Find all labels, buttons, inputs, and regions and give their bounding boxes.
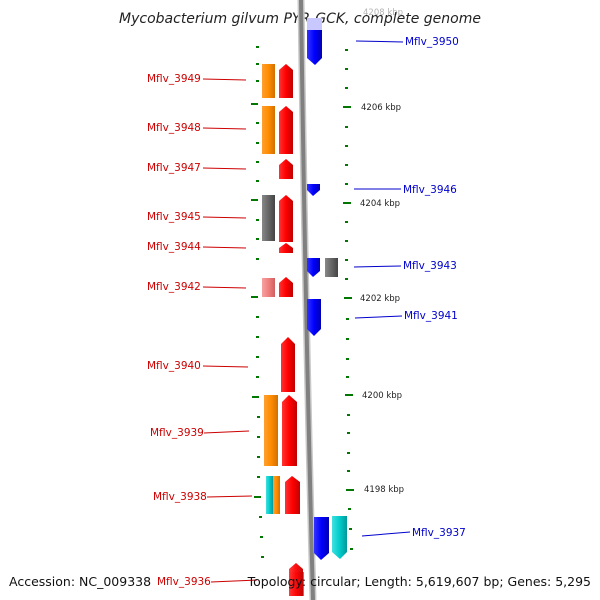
topology-text: Topology: circular; Length: 5,619,607 bp… bbox=[247, 574, 591, 589]
scale-label-4206: 4206 kbp bbox=[361, 103, 401, 113]
gene-label-Mflv_3943[interactable]: Mflv_3943 bbox=[403, 260, 457, 272]
forward-gene-arrow bbox=[279, 64, 293, 98]
reverse-gene-arrow bbox=[307, 299, 321, 336]
gene-label-Mflv_3942[interactable]: Mflv_3942 bbox=[147, 281, 201, 293]
forward-gene-arrow bbox=[279, 159, 293, 179]
feature-box-cyan bbox=[266, 476, 273, 514]
gene-label-Mflv_3949[interactable]: Mflv_3949 bbox=[147, 73, 201, 85]
gene-label-Mflv_3940[interactable]: Mflv_3940 bbox=[147, 360, 201, 372]
gene-label-Mflv_3950[interactable]: Mflv_3950 bbox=[405, 36, 459, 48]
forward-gene-arrow bbox=[281, 337, 295, 392]
gene-label-Mflv_3939[interactable]: Mflv_3939 bbox=[150, 427, 204, 439]
forward-gene-arrow bbox=[289, 563, 303, 596]
scale-label-4204: 4204 kbp bbox=[360, 199, 400, 209]
gene-label-Mflv_3947[interactable]: Mflv_3947 bbox=[147, 162, 201, 174]
genome-backbone-core bbox=[299, 0, 315, 600]
forward-gene-arrow bbox=[279, 243, 293, 253]
forward-gene-arrow bbox=[279, 277, 293, 297]
forward-gene-arrow bbox=[279, 195, 293, 242]
feature-box-orange bbox=[262, 64, 275, 98]
scale-label-4198: 4198 kbp bbox=[364, 485, 404, 495]
feature-box-pink bbox=[262, 278, 275, 297]
feature-box-orange bbox=[264, 395, 278, 466]
gene-label-Mflv_3945[interactable]: Mflv_3945 bbox=[147, 211, 201, 223]
gene-label-Mflv_3938[interactable]: Mflv_3938 bbox=[153, 491, 207, 503]
scale-label-4208: 4208 kbp bbox=[363, 8, 403, 18]
gene-label-Mflv_3936[interactable]: Mflv_3936 bbox=[157, 576, 211, 588]
accession-text: Accession: NC_009338 bbox=[9, 574, 151, 589]
feature-box-gray bbox=[262, 195, 275, 241]
gene-label-Mflv_3946[interactable]: Mflv_3946 bbox=[403, 184, 457, 196]
gene-label-Mflv_3944[interactable]: Mflv_3944 bbox=[147, 241, 201, 253]
reverse-gene-faded bbox=[307, 18, 322, 30]
reverse-gene-arrow bbox=[307, 258, 320, 277]
reverse-gene-arrow bbox=[332, 516, 347, 559]
tick-marks bbox=[251, 46, 354, 558]
reverse-gene-arrow bbox=[314, 517, 329, 560]
feature-box-orange bbox=[273, 476, 280, 514]
feature-box-orange bbox=[262, 106, 275, 154]
forward-gene-arrow bbox=[285, 476, 300, 514]
scale-label-4200: 4200 kbp bbox=[362, 391, 402, 401]
forward-gene-arrow bbox=[282, 395, 297, 466]
feature-box-gray bbox=[325, 258, 338, 277]
reverse-gene-arrow bbox=[307, 22, 322, 65]
reverse-gene-arrow bbox=[307, 184, 320, 196]
gene-label-Mflv_3948[interactable]: Mflv_3948 bbox=[147, 122, 201, 134]
forward-gene-arrow bbox=[279, 106, 293, 154]
gene-label-Mflv_3941[interactable]: Mflv_3941 bbox=[404, 310, 458, 322]
scale-label-4202: 4202 kbp bbox=[360, 294, 400, 304]
gene-label-Mflv_3937[interactable]: Mflv_3937 bbox=[412, 527, 466, 539]
